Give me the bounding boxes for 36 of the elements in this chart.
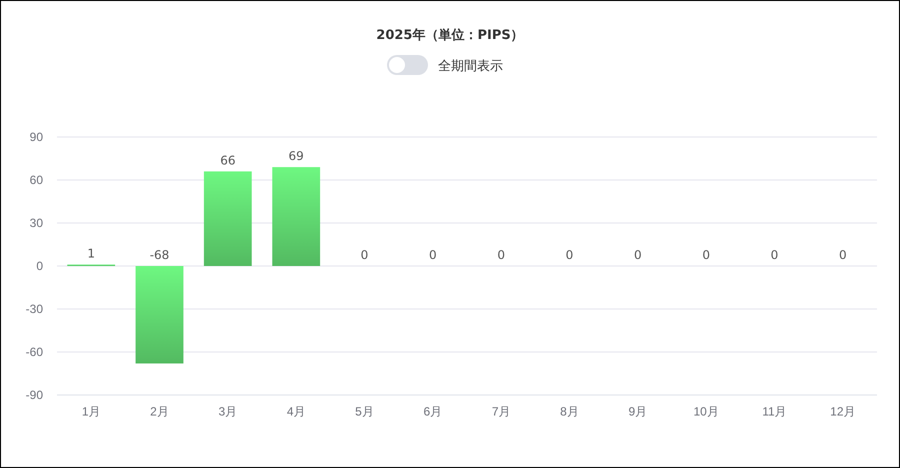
data-label: 0: [702, 248, 710, 262]
x-tick-label: 12月: [830, 404, 856, 419]
x-tick-label: 10月: [693, 404, 719, 419]
x-tick-label: 1月: [82, 404, 101, 419]
x-tick-label: 3月: [218, 404, 238, 419]
x-tick-label: 4月: [286, 404, 306, 419]
chart-title: 2025年（単位：PIPS）: [376, 28, 524, 43]
x-tick-label: 6月: [423, 404, 442, 419]
x-tick-label: 8月: [560, 404, 579, 419]
data-label: -68: [150, 248, 170, 262]
y-tick-label: 60: [30, 172, 44, 187]
data-label: 0: [839, 248, 847, 262]
data-label: 0: [360, 248, 368, 262]
y-tick-label: 0: [36, 258, 44, 273]
x-tick-label: 2月: [150, 404, 169, 419]
data-label: 66: [220, 153, 236, 168]
data-label: 0: [497, 248, 505, 262]
data-label: 0: [770, 248, 778, 262]
y-tick-label: 30: [30, 216, 44, 230]
x-tick-label: 5月: [355, 404, 374, 419]
bar: [204, 171, 252, 266]
data-label: 0: [634, 248, 642, 262]
data-label: 0: [429, 248, 437, 262]
x-tick-label: 7月: [492, 404, 511, 419]
y-tick-label: -90: [26, 388, 44, 402]
y-tick-label: -30: [26, 302, 44, 316]
bar: [272, 167, 320, 266]
x-tick-label: 11月: [762, 404, 787, 419]
y-tick-label: -60: [26, 344, 44, 359]
bar: [136, 266, 184, 364]
text: 全期間表示: [438, 59, 503, 74]
y-tick-label: 90: [30, 130, 44, 144]
data-label: 69: [288, 149, 304, 164]
data-label: 1: [87, 246, 95, 261]
data-label: 0: [566, 248, 574, 262]
x-tick-label: 9月: [628, 404, 648, 419]
